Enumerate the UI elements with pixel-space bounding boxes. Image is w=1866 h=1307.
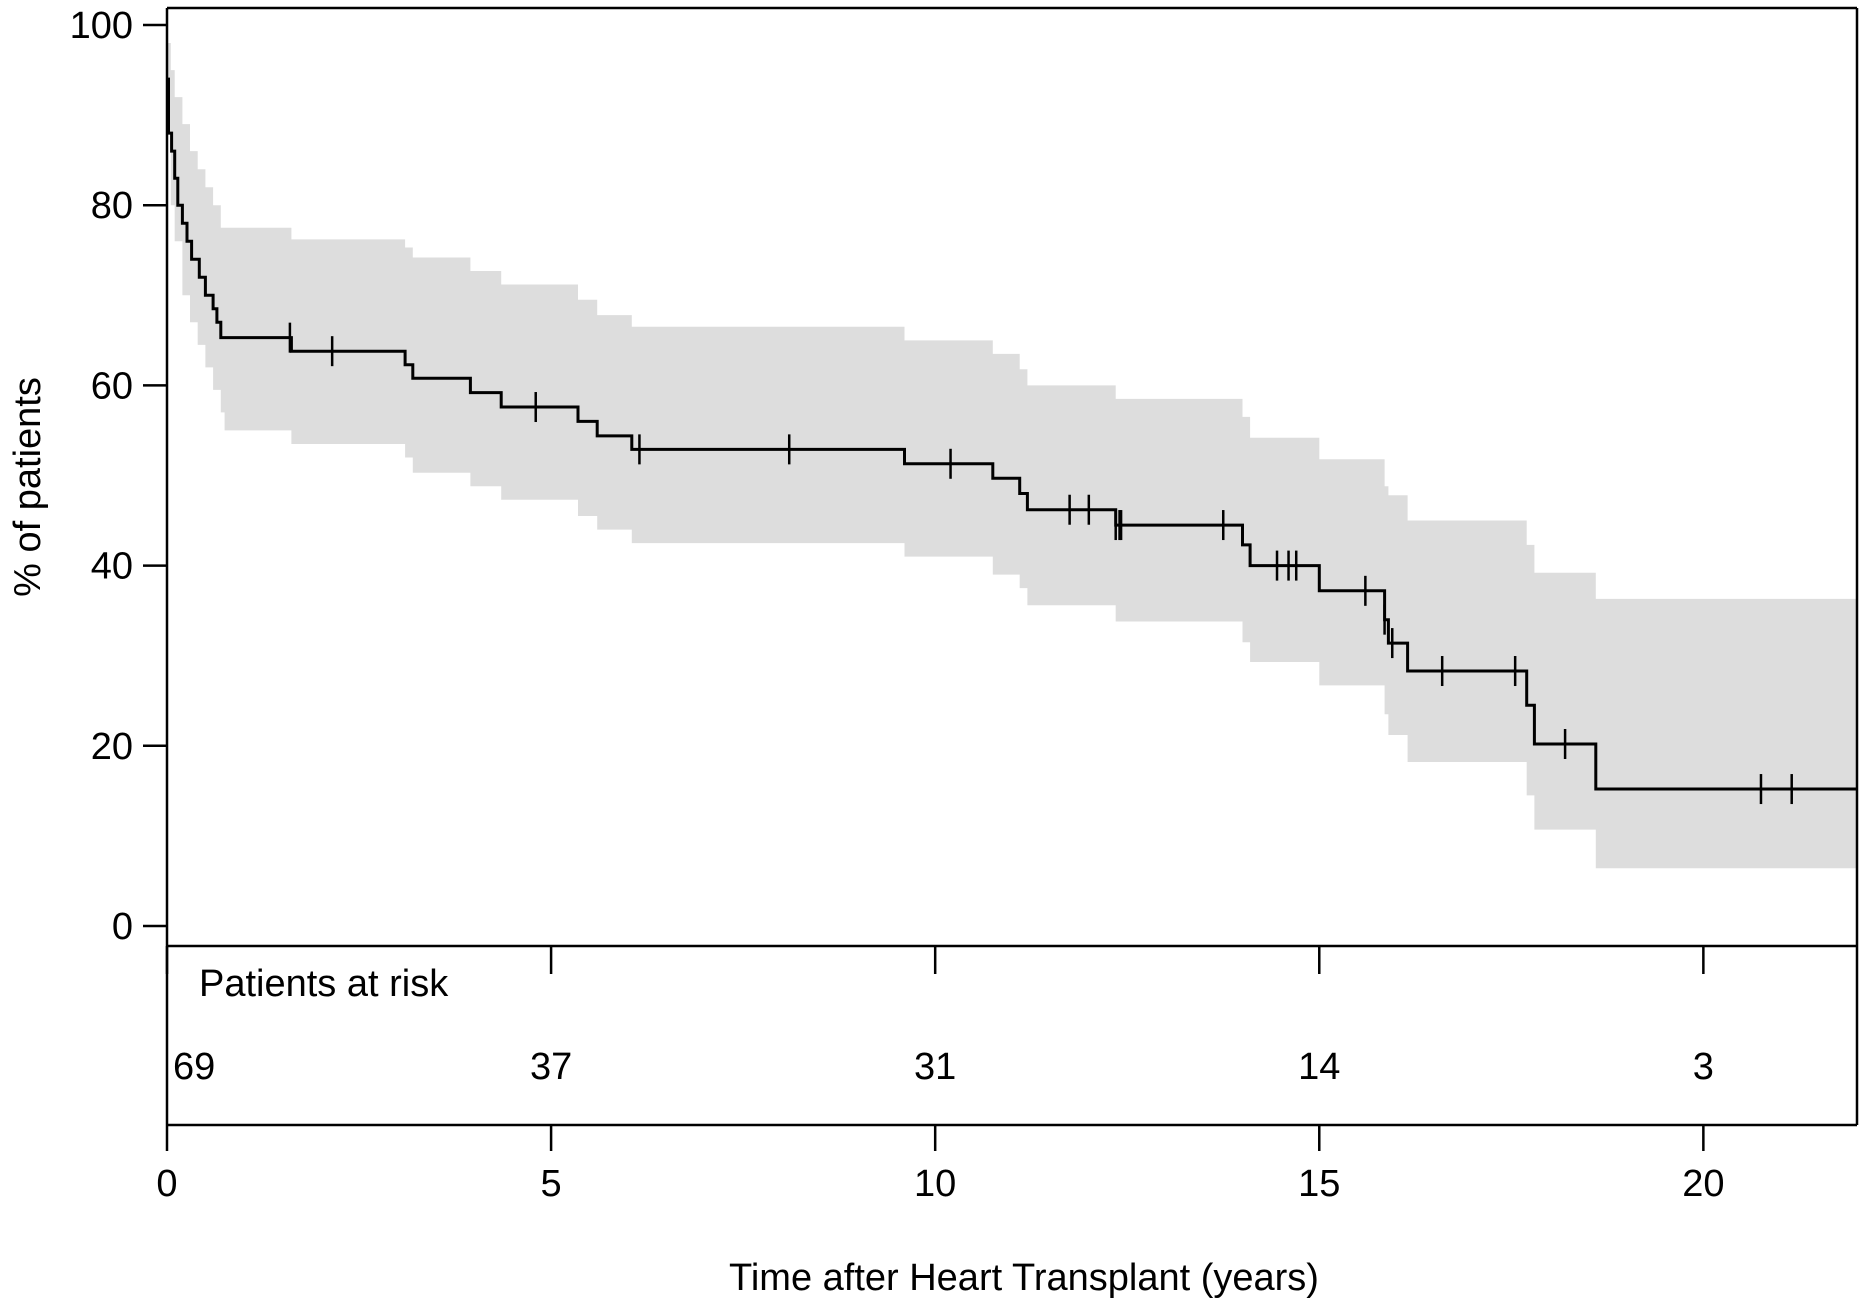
confidence-band-group — [167, 43, 1857, 869]
y-tick-label-20: 20 — [91, 726, 133, 768]
y-tick-label-80: 80 — [91, 185, 133, 227]
x-ticks-group: 0 5 10 15 20 — [156, 946, 1725, 1205]
risk-table-title: Patients at risk — [199, 963, 449, 1005]
x-tick-label-5: 5 — [541, 1163, 562, 1205]
x-tick-label-20: 20 — [1682, 1163, 1724, 1205]
risk-count-5: 37 — [530, 1046, 572, 1088]
risk-table-group: Patients at risk 69 37 31 14 3 — [173, 963, 1714, 1088]
x-tick-label-10: 10 — [914, 1163, 956, 1205]
y-tick-label-0: 0 — [112, 906, 133, 948]
censor-marks-group — [288, 322, 1793, 805]
x-axis-title: Time after Heart Transplant (years) — [729, 1257, 1319, 1299]
risk-count-15: 14 — [1298, 1046, 1340, 1088]
y-ticks-group: 0 20 40 60 80 100 — [70, 5, 167, 948]
risk-count-20: 3 — [1693, 1046, 1714, 1088]
x-tick-label-15: 15 — [1298, 1163, 1340, 1205]
y-tick-label-60: 60 — [91, 365, 133, 407]
risk-count-0: 69 — [173, 1046, 215, 1088]
risk-count-10: 31 — [914, 1046, 956, 1088]
confidence-band — [167, 43, 1857, 869]
y-tick-label-100: 100 — [70, 5, 133, 47]
y-axis-title: % of patients — [7, 377, 49, 597]
y-tick-label-40: 40 — [91, 546, 133, 588]
x-tick-label-0: 0 — [156, 1163, 177, 1205]
